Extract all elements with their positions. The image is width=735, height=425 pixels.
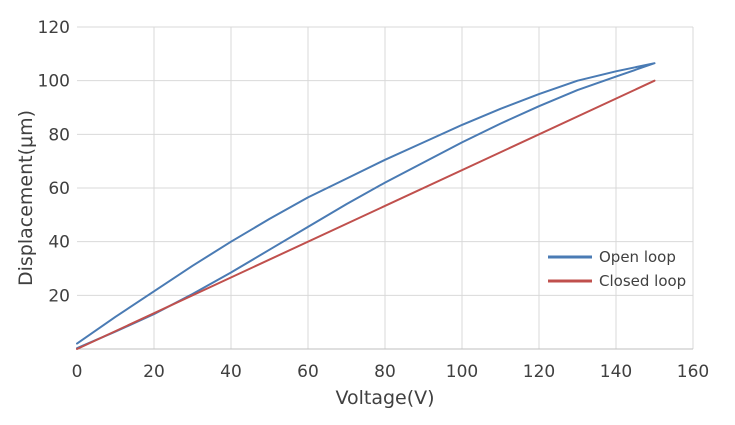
y-tick-label: 100 [38, 72, 70, 92]
legend-label-closed-loop: Closed loop [599, 272, 686, 290]
legend-label-open-loop: Open loop [599, 248, 676, 266]
y-tick-label: 120 [38, 18, 70, 38]
x-tick-label: 100 [446, 362, 478, 382]
x-tick-label: 40 [220, 362, 242, 382]
x-tick-labels: 0 20 40 60 80 100 120 140 160 [72, 362, 710, 382]
x-tick-label: 20 [143, 362, 165, 382]
legend-item-open-loop: Open loop [548, 248, 676, 266]
y-tick-label: 80 [48, 125, 70, 145]
y-tick-label: 40 [48, 233, 70, 253]
y-tick-label: 60 [48, 179, 70, 199]
x-axis-title: Voltage(V) [335, 387, 434, 409]
x-tick-label: 160 [677, 362, 709, 382]
legend-item-closed-loop: Closed loop [548, 272, 686, 290]
grid [77, 26, 694, 349]
x-tick-label: 60 [297, 362, 319, 382]
x-tick-label: 120 [523, 362, 555, 382]
x-tick-label: 140 [600, 362, 632, 382]
x-tick-label: 80 [374, 362, 396, 382]
legend: Open loop Closed loop [548, 248, 686, 290]
y-tick-label: 20 [48, 286, 70, 306]
x-tick-label: 0 [72, 362, 83, 382]
series-line-closed-loop [76, 79, 656, 350]
y-axis-title: Displacement(μm) [15, 110, 37, 286]
series-lines [76, 62, 656, 350]
y-tick-labels: 20 40 60 80 100 120 [38, 18, 70, 306]
series-line-open-loop [76, 62, 656, 350]
